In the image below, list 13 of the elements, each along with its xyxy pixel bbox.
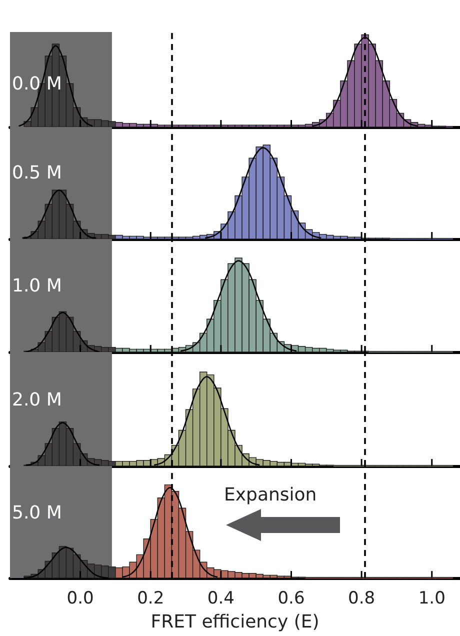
annotation: 1.0 M xyxy=(12,276,62,296)
annotation: 0.0 M xyxy=(12,74,62,94)
x-tick-label: 0.4 xyxy=(207,588,234,608)
annotation: 2.0 M xyxy=(12,390,62,410)
x-tick-label: 1.0 xyxy=(418,588,446,608)
annotation: 0.5 M xyxy=(12,162,62,184)
x-axis-title: FRET efficiency (E) xyxy=(150,612,320,632)
x-tick-label: 0.6 xyxy=(278,588,305,608)
x-tick-label: 0.2 xyxy=(137,588,164,608)
x-tick-label: 0.0 xyxy=(66,588,94,608)
annotation: Expansion xyxy=(224,484,317,506)
annotation: 5.0 M xyxy=(12,502,62,524)
x-tick-label: 0.8 xyxy=(348,588,376,608)
